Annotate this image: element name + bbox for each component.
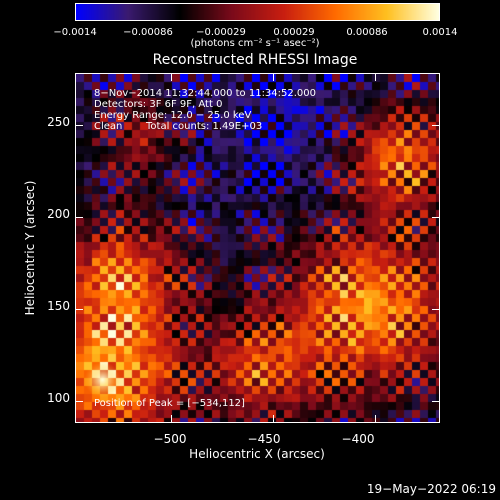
y-tick-label: 100 [47, 391, 70, 405]
annotation-peak: Position of Peak = [−534,112] [94, 398, 245, 409]
x-axis-label: Heliocentric X (arcsec) [189, 447, 325, 461]
y-tick-mark [75, 308, 83, 310]
x-tick-mark [272, 415, 274, 423]
y-tick-mark [432, 400, 440, 402]
y-tick-mark [75, 400, 83, 402]
y-tick-mark [432, 124, 440, 126]
colorbar-tick-label: 0.0014 [422, 27, 458, 38]
annotation-detectors: Detectors: 3F 6F 9F, Att 0 [94, 99, 223, 110]
y-tick-label: 200 [47, 207, 70, 221]
x-tick-label: −400 [341, 432, 375, 446]
date-stamp: 19−May−2022 06:19 [366, 482, 496, 496]
annotation-method: Clean [94, 121, 123, 132]
y-axis-label: Heliocentric Y (arcsec) [23, 180, 37, 316]
colorbar [75, 3, 440, 21]
y-tick-mark [75, 216, 83, 218]
heatmap-image [76, 74, 439, 422]
annotation-energy: Energy Range: 12.0 − 25.0 keV [94, 110, 252, 121]
y-tick-mark [75, 124, 83, 126]
colorbar-tick-label: −0.00086 [123, 27, 173, 38]
y-tick-label: 250 [47, 115, 70, 129]
colorbar-tick-label: 0.00029 [273, 27, 315, 38]
colorbar-units: (photons cm⁻² s⁻¹ asec⁻²) [190, 38, 320, 49]
colorbar-tick-label: 0.00086 [346, 27, 388, 38]
x-tick-mark [170, 73, 172, 81]
y-tick-label: 150 [47, 299, 70, 313]
annotation-counts: Total counts: 1.49E+03 [146, 121, 263, 132]
y-tick-mark [432, 308, 440, 310]
x-tick-mark [272, 73, 274, 81]
x-tick-mark [374, 415, 376, 423]
colorbar-tick-label: −0.00029 [196, 27, 246, 38]
y-tick-mark [432, 216, 440, 218]
annotation-time-range: 8−Nov−2014 11:32:44.000 to 11:34:52.000 [94, 88, 317, 99]
x-tick-label: −500 [153, 432, 187, 446]
colorbar-tick-label: −0.0014 [53, 27, 97, 38]
chart-title: Reconstructed RHESSI Image [152, 52, 358, 68]
x-tick-mark [170, 415, 172, 423]
x-tick-mark [374, 73, 376, 81]
plot-area: 8−Nov−2014 11:32:44.000 to 11:34:52.000 … [75, 73, 440, 423]
x-tick-label: −450 [247, 432, 281, 446]
